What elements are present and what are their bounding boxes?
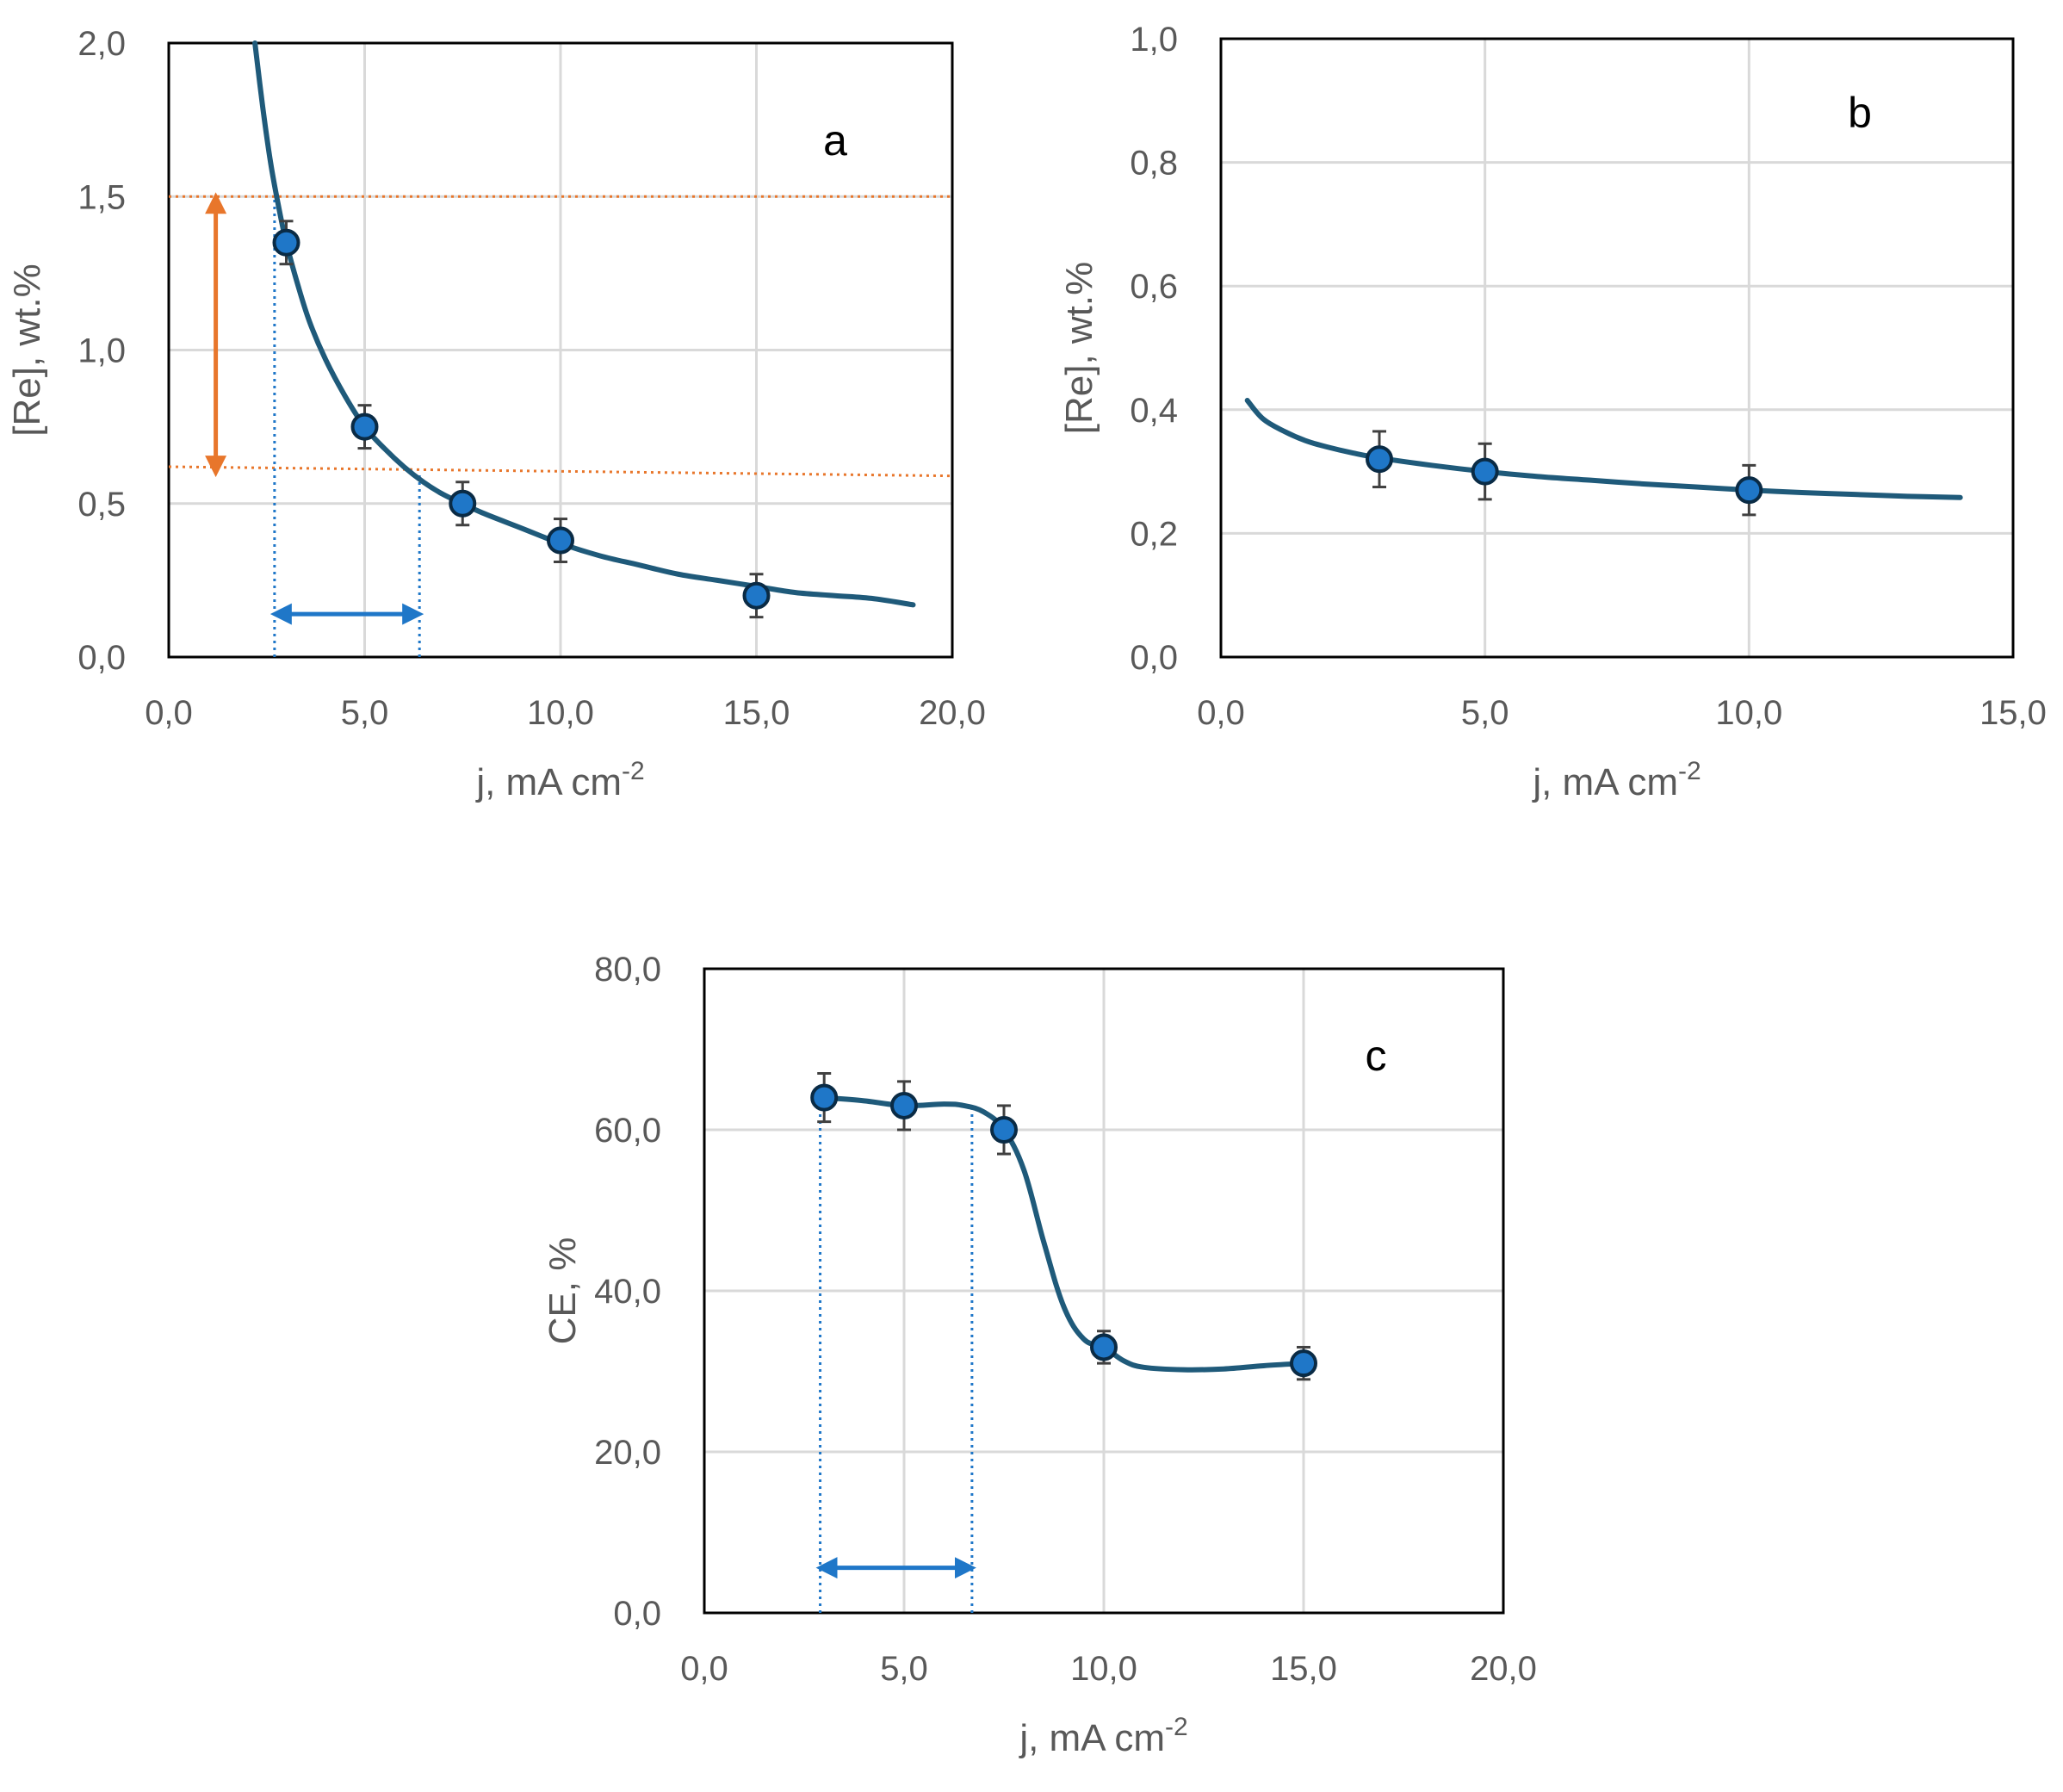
plot-frame	[703, 967, 1505, 1615]
x-tick-label: 10,0	[1070, 1650, 1137, 1688]
data-point	[547, 526, 574, 555]
data-point	[1735, 476, 1763, 505]
y-tick-label: 1,0	[77, 332, 126, 370]
data-point	[272, 228, 300, 257]
data-point	[890, 1091, 918, 1119]
y-tick-label: 1,0	[1130, 21, 1178, 59]
chart-panel-c: 0,0 5,0 10,0 15,0 20,0 0,0 20,0 40,0 60,0 80,0 c j,…	[542, 951, 1537, 1759]
x-tick-label: 5,0	[1461, 694, 1509, 732]
data-point	[1290, 1349, 1317, 1378]
x-axis-label: j, mA cm-2	[474, 757, 644, 803]
data-point	[810, 1083, 839, 1112]
x-tick-label: 10,0	[527, 694, 594, 732]
y-tick-label: 60,0	[594, 1112, 661, 1150]
x-tick-label: 0,0	[680, 1650, 728, 1688]
y-tick-label: 0,4	[1130, 392, 1178, 430]
y-tick-label: 0,0	[77, 639, 126, 677]
y-tick-label: 0,6	[1130, 268, 1178, 306]
x-tick-label: 20,0	[919, 694, 986, 732]
x-tick-label: 5,0	[880, 1650, 928, 1688]
chart-panel-a: 0,0 5,0 10,0 15,0 20,0 0,0 0,5 1,0 1,5 2,0 a j, mA …	[6, 25, 986, 803]
y-axis-label: [Re], wt.%	[6, 264, 48, 437]
chart-panel-b: 0,0 5,0 10,0 15,0 0,0 0,2 0,4 0,6 0,8 1,0 b j, mA c…	[1058, 21, 2047, 803]
fit-curve	[1244, 398, 1963, 500]
y-tick-label: 40,0	[594, 1273, 661, 1311]
x-axis-label-superscript: -2	[622, 757, 645, 785]
data-point	[350, 412, 379, 441]
plot-frame	[1219, 37, 2015, 659]
x-tick-label: 0,0	[145, 694, 193, 732]
fit-curve	[821, 1094, 1306, 1373]
y-tick-label: 0,5	[77, 486, 126, 524]
x-tick-label: 0,0	[1197, 694, 1245, 732]
panel-letter: a	[823, 116, 847, 164]
x-axis-label: j, mA cm-2	[1018, 1713, 1187, 1759]
x-axis-label-text: j, mA cm	[1018, 1717, 1165, 1759]
x-axis-label-superscript: -2	[1678, 757, 1701, 785]
data-point	[990, 1116, 1018, 1144]
x-tick-label: 5,0	[341, 694, 389, 732]
panel-letter: c	[1366, 1032, 1387, 1080]
data-point	[742, 581, 771, 610]
data-point	[1471, 457, 1499, 486]
y-tick-label: 2,0	[77, 25, 126, 63]
data-point	[1366, 445, 1393, 474]
x-tick-label: 10,0	[1715, 694, 1782, 732]
y-tick-label: 0,0	[613, 1595, 661, 1633]
data-point	[1090, 1333, 1118, 1361]
x-tick-label: 15,0	[1979, 694, 2047, 732]
x-tick-label: 15,0	[1270, 1650, 1337, 1688]
y-tick-label: 0,0	[1130, 639, 1178, 677]
x-axis-label-superscript: -2	[1165, 1713, 1188, 1741]
y-tick-label: 0,2	[1130, 515, 1178, 553]
x-axis-label-text: j, mA cm	[1531, 761, 1678, 803]
y-axis-label: [Re], wt.%	[1058, 262, 1100, 435]
y-tick-label: 0,8	[1130, 145, 1178, 183]
data-point	[449, 489, 477, 518]
x-axis-label-text: j, mA cm	[474, 761, 622, 803]
y-tick-label: 80,0	[594, 951, 661, 989]
fit-curve	[252, 40, 916, 608]
x-tick-label: 15,0	[723, 694, 790, 732]
x-tick-label: 20,0	[1470, 1650, 1537, 1688]
y-axis-label: CE, %	[542, 1237, 584, 1345]
y-tick-label: 1,5	[77, 178, 126, 216]
panel-letter: b	[1848, 89, 1872, 137]
x-axis-label: j, mA cm-2	[1531, 757, 1701, 803]
plot-frame	[167, 41, 954, 659]
y-tick-label: 20,0	[594, 1434, 661, 1472]
